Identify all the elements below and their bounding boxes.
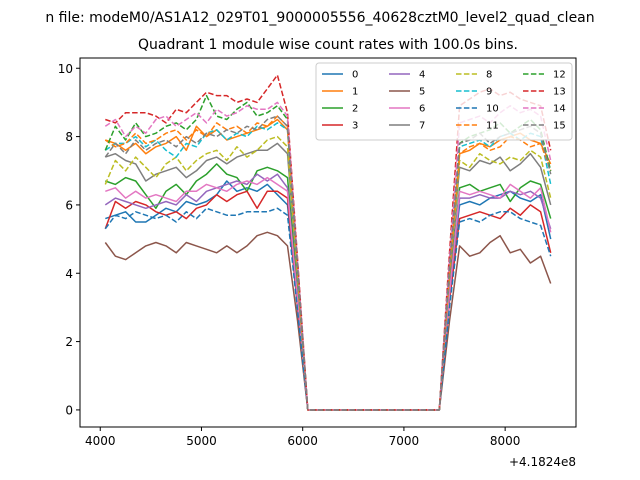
series-line-11 [104,115,552,411]
legend-label-15: 15 [553,121,566,132]
y-tick-label: 0 [65,403,73,417]
axes-frame [79,57,577,428]
x-axis-offset-label: +4.1824e8 [509,455,576,469]
figure-suptitle: n file: modeM0/AS1A12_029T01_9000005556_… [45,10,594,26]
legend-label-3: 3 [352,121,358,132]
y-tick-label: 4 [65,267,73,281]
series-line-8 [104,135,552,411]
x-tick-label: 5000 [186,434,217,448]
x-tick-label: 6000 [287,434,318,448]
legend-box [315,62,573,141]
legend-label-10: 10 [486,104,499,115]
legend-label-11: 11 [486,121,499,132]
legend-label-6: 6 [419,104,425,115]
legend-label-13: 13 [553,87,566,98]
chart-title: Quadrant 1 module wise count rates with … [138,37,518,53]
y-tick-label: 10 [58,62,73,76]
legend-label-7: 7 [419,121,425,132]
y-tick-label: 2 [65,335,73,349]
legend-label-14: 14 [553,104,566,115]
legend-label-5: 5 [419,87,425,98]
legend-label-2: 2 [352,104,358,115]
legend-label-9: 9 [486,87,492,98]
legend-label-8: 8 [486,70,492,81]
y-tick-label: 6 [65,198,73,212]
legend-label-4: 4 [419,70,425,81]
legend-label-1: 1 [352,87,358,98]
x-tick-label: 8000 [490,434,521,448]
y-tick-label: 8 [65,130,73,144]
x-axis-ticks: 4000 5000 6000 7000 8000 [85,427,520,448]
series-line-10 [104,207,552,411]
legend-label-12: 12 [553,70,566,81]
legend-label-0: 0 [352,70,358,81]
x-tick-label: 4000 [85,434,116,448]
y-axis-ticks: 0 2 4 6 8 10 [58,62,80,417]
x-tick-label: 7000 [389,434,420,448]
